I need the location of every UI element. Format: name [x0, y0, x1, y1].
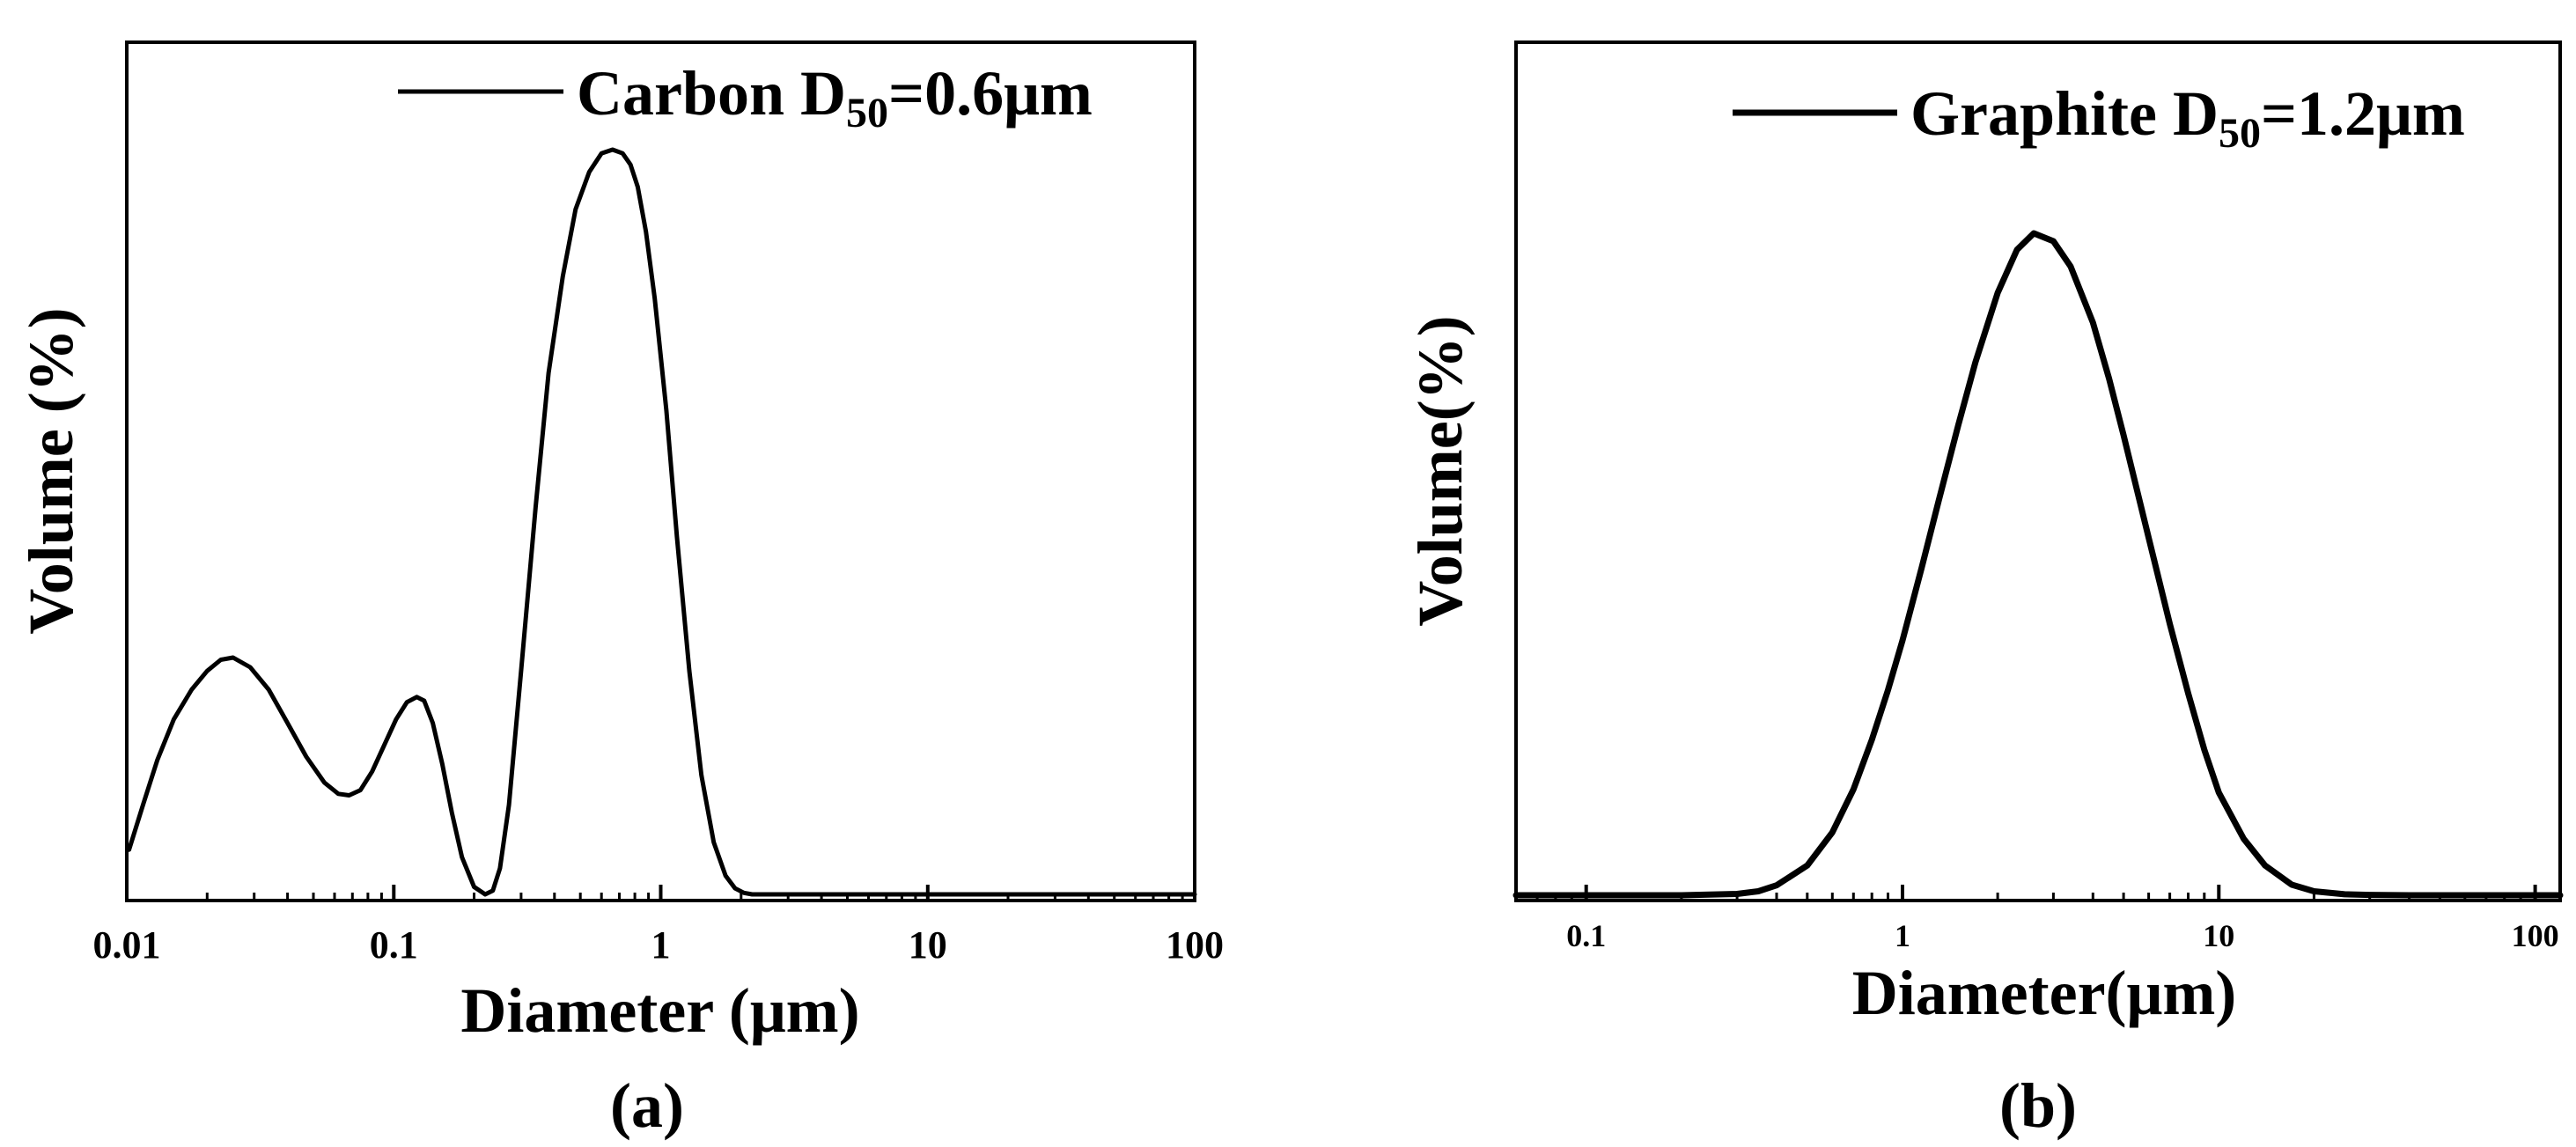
legend-subscript: 50	[2219, 110, 2261, 157]
legend-label: Graphite D50=1.2μm	[1910, 78, 2465, 157]
legend-name: Carbon D	[577, 58, 846, 129]
chart-panel-b: 0.1 1 10 100 Graphite D50=1.2μm Diameter(μm…	[1405, 40, 2564, 1141]
x-tick-label: 0.1	[1566, 918, 1606, 953]
x-tick-label: 1	[1895, 918, 1910, 953]
chart-panel-a: 0.01 0.1 1 10 100 Carbon D50=0.6μm Diameter …	[16, 40, 1225, 1141]
x-tick-label: 1	[651, 923, 671, 967]
x-tick-label: 100	[2512, 918, 2559, 953]
x-tick-label: 10	[2203, 918, 2234, 953]
legend-suffix: =1.2μm	[2261, 78, 2465, 149]
plot-frame	[125, 40, 1196, 902]
x-tick-label: 100	[1166, 923, 1224, 967]
panel-label: (a)	[610, 1070, 684, 1141]
x-tick-label: 10	[909, 923, 947, 967]
y-axis-title: Volume (%)	[16, 307, 86, 634]
panel-label: (b)	[1999, 1070, 2077, 1141]
legend-suffix: =0.6μm	[888, 58, 1093, 129]
x-axis-title: Diameter(μm)	[1852, 958, 2237, 1028]
series-line	[1512, 230, 2564, 899]
legend-name: Graphite D	[1910, 78, 2219, 149]
x-axis-title: Diameter (μm)	[460, 975, 859, 1046]
y-axis-title: Volume(%)	[1405, 315, 1476, 626]
legend-label: Carbon D50=0.6μm	[577, 58, 1093, 136]
series-line	[127, 147, 1197, 897]
tick-label-group: 0.1 1 10 100	[1566, 918, 2558, 953]
legend-subscript: 50	[846, 90, 888, 136]
x-tick-label: 0.1	[370, 923, 418, 967]
plot-frame	[1514, 40, 2562, 902]
x-tick-label: 0.01	[93, 923, 161, 967]
tick-label-group: 0.01 0.1 1 10 100	[93, 923, 1225, 967]
